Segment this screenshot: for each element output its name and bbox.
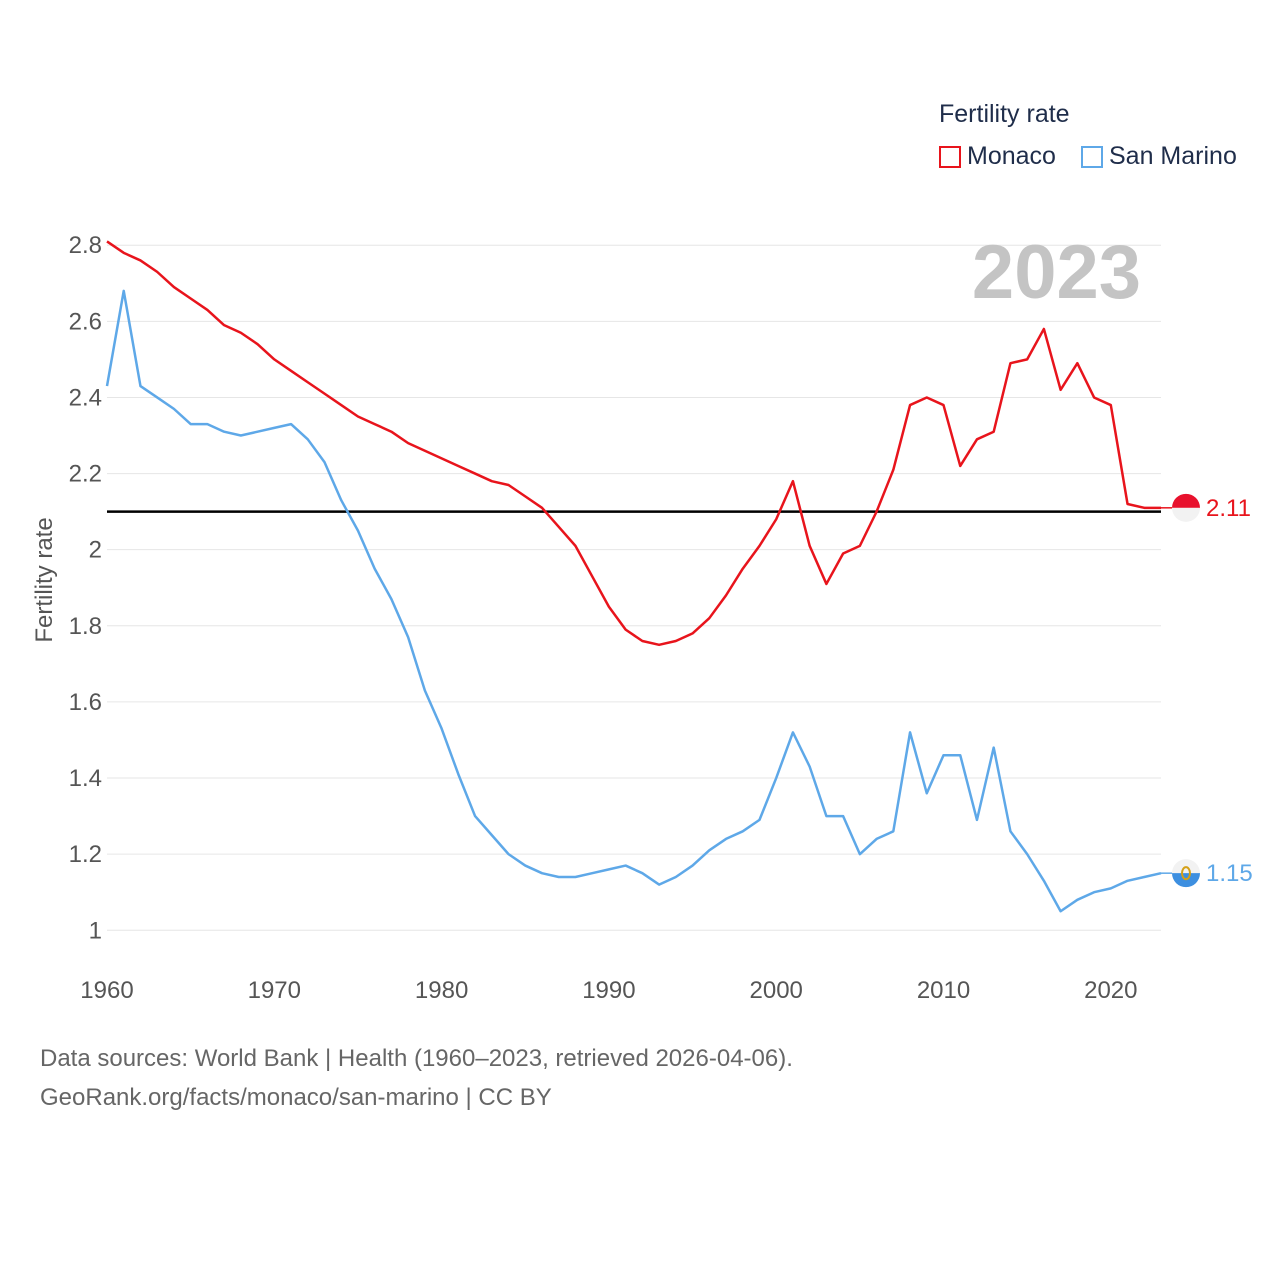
end-value-label-monaco: 2.11 (1206, 495, 1251, 522)
x-tick-label: 1990 (582, 977, 635, 1004)
legend-item-san-marino[interactable]: San Marino (1081, 142, 1237, 171)
end-value-label-san-marino: 1.15 (1206, 860, 1253, 887)
y-tick-label: 2 (89, 537, 102, 564)
x-tick-label: 1960 (80, 977, 133, 1004)
legend-label-san-marino: San Marino (1109, 142, 1237, 170)
y-tick-label: 1.6 (69, 689, 102, 716)
y-tick-label: 2.2 (69, 461, 102, 488)
y-tick-label: 1 (89, 917, 102, 944)
y-tick-label: 1.4 (69, 765, 102, 792)
x-tick-label: 2010 (917, 977, 970, 1004)
year-label: 2023 (972, 230, 1141, 315)
legend-swatch-monaco (939, 145, 961, 168)
legend-label-monaco: Monaco (967, 142, 1056, 170)
series-line-monaco (106, 240, 1161, 647)
y-tick-label: 2.6 (69, 308, 102, 335)
attribution-line: GeoRank.org/facts/monaco/san-marino | CC… (40, 1084, 552, 1111)
legend-swatch-san-marino (1081, 145, 1103, 168)
flag-top-half (1172, 493, 1200, 508)
legend-title: Fertility rate (939, 100, 1070, 128)
x-tick-label: 1980 (415, 977, 468, 1004)
flag-bottom-half (1172, 873, 1200, 888)
legend-item-monaco[interactable]: Monaco (939, 142, 1056, 171)
series-line-san-marino (105, 289, 1162, 913)
flag-icon-san-marino (1172, 859, 1200, 888)
flag-emblem (1181, 866, 1191, 881)
y-tick-label: 2.4 (69, 384, 102, 411)
y-tick-label: 2.8 (69, 232, 102, 259)
y-axis-label: Fertility rate (31, 517, 58, 642)
y-tick-label: 1.8 (69, 613, 102, 640)
x-tick-label: 2020 (1084, 977, 1137, 1004)
x-tick-label: 1970 (248, 977, 301, 1004)
source-line: Data sources: World Bank | Health (1960–… (40, 1045, 793, 1072)
flag-icon-monaco (1172, 493, 1200, 522)
y-tick-label: 1.2 (69, 841, 102, 868)
x-tick-label: 2000 (750, 977, 803, 1004)
flag-bottom-half (1172, 507, 1200, 522)
